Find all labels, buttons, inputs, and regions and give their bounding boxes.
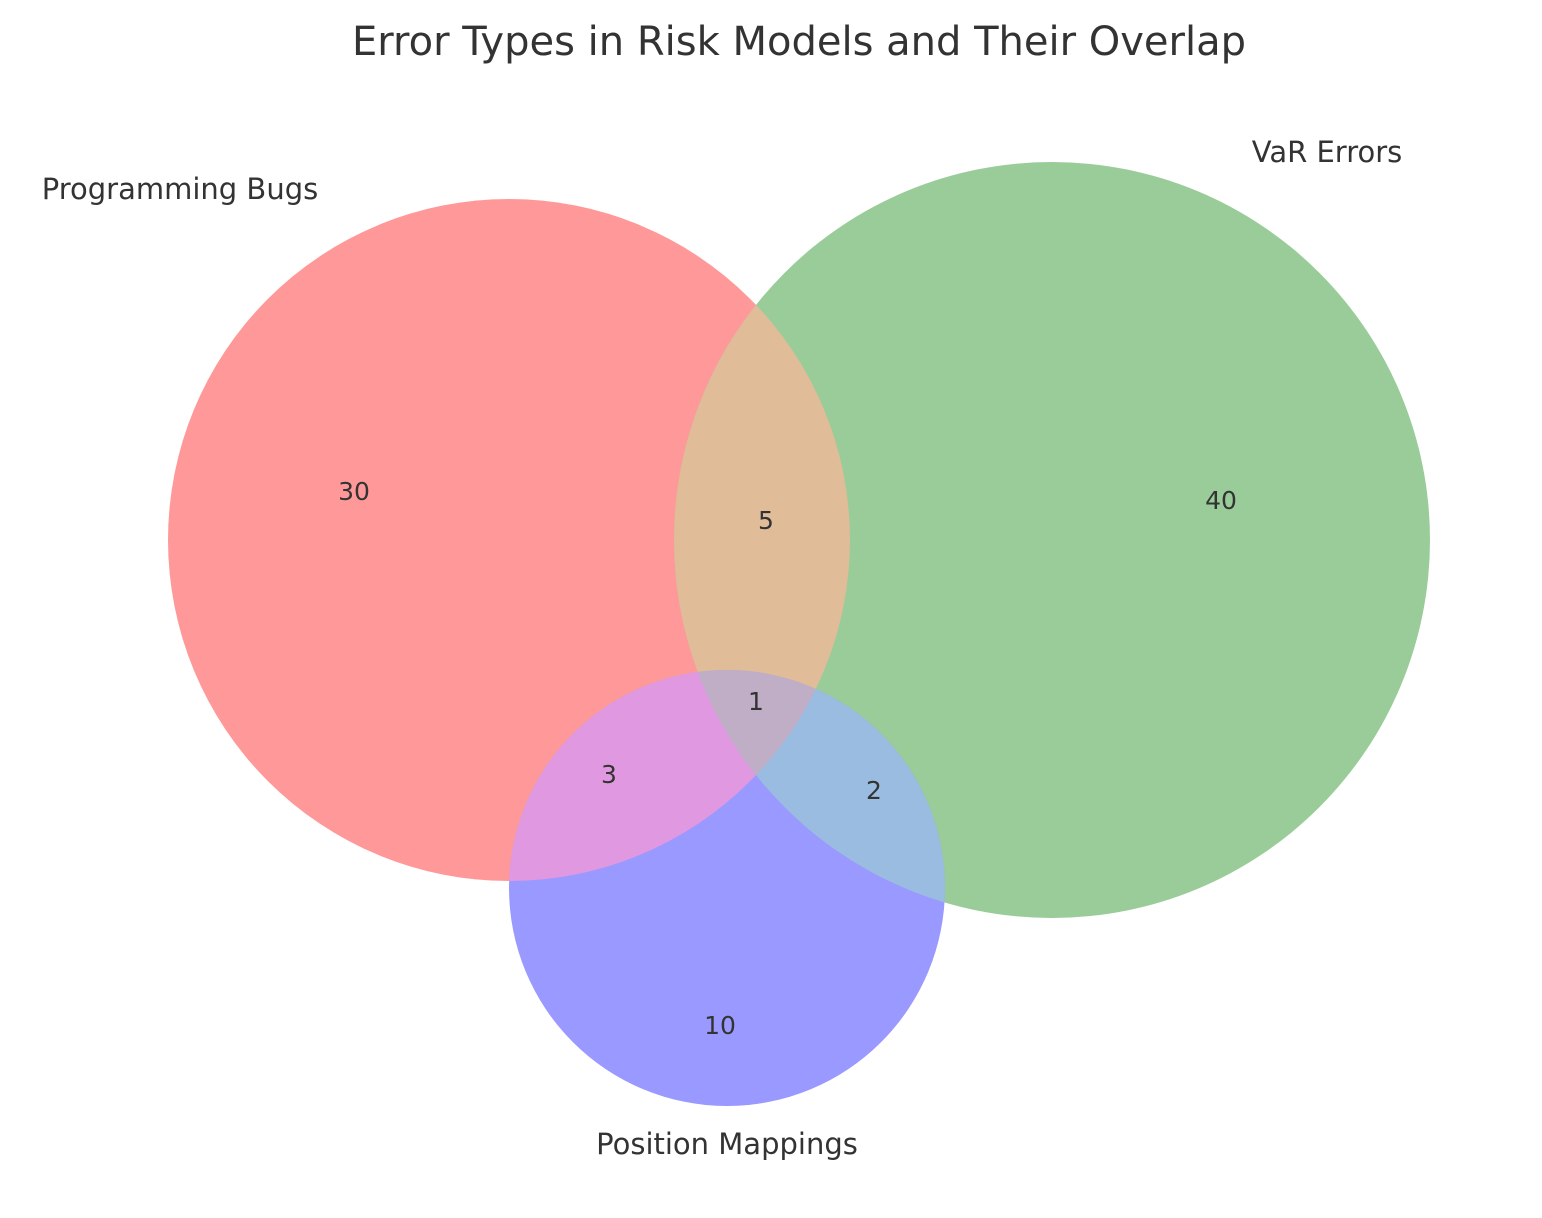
programming-only-count: 30: [338, 477, 370, 506]
position-only-count: 10: [704, 1011, 736, 1040]
diagram-title: Error Types in Risk Models and Their Ove…: [352, 19, 1246, 65]
var-errors-label: VaR Errors: [1252, 135, 1403, 169]
programming-bugs-label: Programming Bugs: [42, 172, 318, 206]
position-mappings-label: Position Mappings: [596, 1127, 858, 1161]
var-position-count: 2: [866, 776, 882, 805]
programming-position-count: 3: [601, 760, 617, 789]
all-three-count: 1: [748, 687, 764, 716]
var-only-count: 40: [1205, 486, 1237, 515]
programming-var-count: 5: [758, 506, 774, 535]
